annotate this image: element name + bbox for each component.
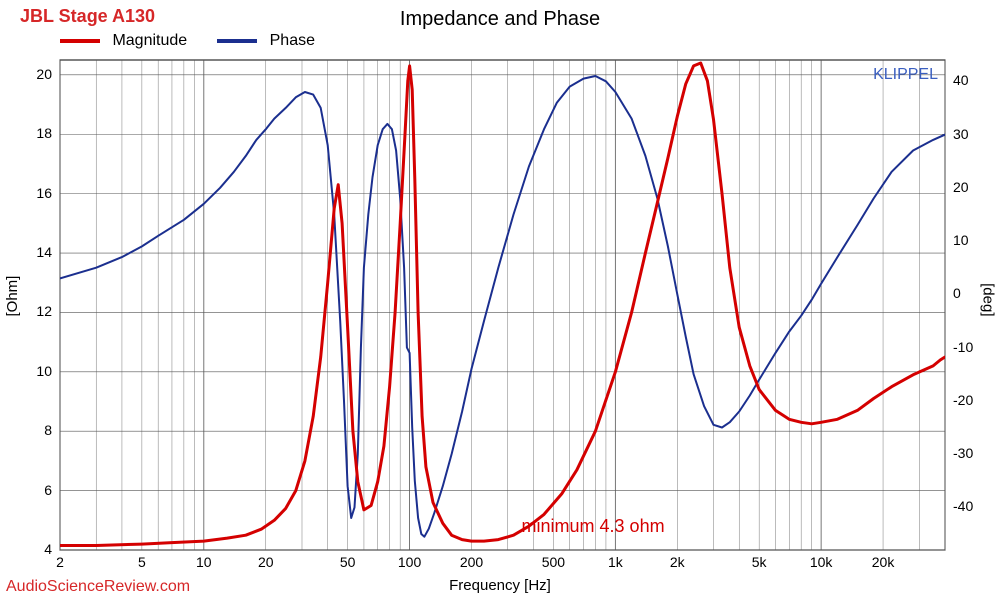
source-watermark: AudioScienceReview.com xyxy=(6,578,190,596)
tick-label: 10 xyxy=(953,232,969,248)
tick-label: 8 xyxy=(44,422,52,438)
min-impedance-annotation: minimum 4.3 ohm xyxy=(522,516,665,537)
tick-label: 2k xyxy=(670,554,685,570)
tick-label: 5k xyxy=(752,554,767,570)
tick-label: -10 xyxy=(953,339,973,355)
tick-label: -30 xyxy=(953,445,973,461)
tick-label: 40 xyxy=(953,72,969,88)
tick-label: 5 xyxy=(138,554,146,570)
tick-label: 10 xyxy=(36,363,52,379)
tick-label: 10k xyxy=(810,554,833,570)
tick-label: 50 xyxy=(340,554,356,570)
tick-label: -20 xyxy=(953,392,973,408)
tick-label: 18 xyxy=(36,125,52,141)
tick-label: 2 xyxy=(56,554,64,570)
tick-label: 20 xyxy=(36,66,52,82)
tick-label: 10 xyxy=(196,554,212,570)
tick-label: 14 xyxy=(36,244,52,260)
tick-label: 16 xyxy=(36,185,52,201)
tick-label: 20k xyxy=(872,554,895,570)
tick-label: 20 xyxy=(258,554,274,570)
tick-label: 500 xyxy=(542,554,565,570)
klippel-watermark: KLIPPEL xyxy=(873,66,938,84)
tick-label: 200 xyxy=(460,554,483,570)
tick-label: 12 xyxy=(36,303,52,319)
tick-label: 4 xyxy=(44,541,52,557)
tick-label: 1k xyxy=(608,554,623,570)
tick-label: -40 xyxy=(953,498,973,514)
tick-label: 20 xyxy=(953,179,969,195)
chart-container: JBL Stage A130 Impedance and Phase Magni… xyxy=(0,0,1000,600)
tick-label: 6 xyxy=(44,482,52,498)
tick-label: 100 xyxy=(398,554,421,570)
plot-area xyxy=(0,0,1000,600)
y-axis-right-label: [deg] xyxy=(979,283,996,316)
y-axis-left-label: [Ohm] xyxy=(4,276,21,317)
tick-label: 0 xyxy=(953,285,961,301)
tick-label: 30 xyxy=(953,126,969,142)
